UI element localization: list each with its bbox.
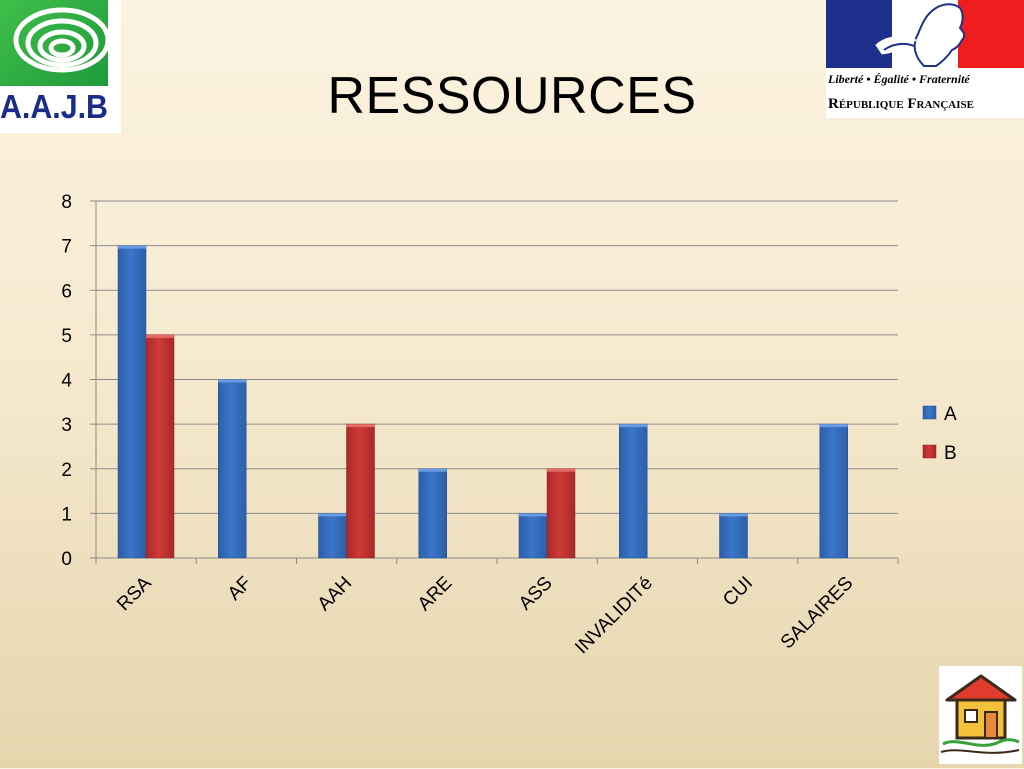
y-tick-label: 5 — [61, 326, 72, 347]
y-tick-label: 1 — [61, 504, 72, 525]
x-category-label: CUI — [719, 573, 757, 611]
x-category-label: SALAIRES — [777, 573, 858, 654]
bar-a-salaires — [819, 423, 848, 559]
y-tick-label: 4 — [61, 371, 72, 392]
house-icon — [940, 674, 1020, 754]
slide-title: RESSOURCES — [327, 67, 697, 125]
y-tick-label: 8 — [61, 192, 72, 213]
bar-a-aah — [318, 513, 347, 559]
x-category-label: RSA — [113, 572, 156, 615]
bar-a-are — [418, 468, 447, 559]
republic-motto: Liberté • Égalité • Fraternité — [828, 72, 970, 86]
bar-b-aah — [346, 423, 375, 559]
bar-top-highlight — [346, 424, 375, 428]
bar-top-highlight — [819, 424, 848, 428]
spiral-icon — [13, 7, 111, 73]
tricolor-flag — [826, 0, 1024, 68]
bar-b-ass — [546, 468, 576, 559]
bar-b-rsa — [145, 334, 175, 559]
bar-top-highlight — [118, 245, 146, 249]
x-category-label: AAH — [314, 573, 356, 615]
bar-top-highlight — [418, 468, 447, 472]
bar-top-highlight — [318, 513, 347, 517]
republique-francaise-logo: Liberté • Égalité • Fraternité Républiqu… — [826, 0, 1024, 118]
bar-top-highlight — [146, 334, 174, 338]
marianne-profile-icon — [875, 3, 966, 67]
republic-name: République Française — [828, 96, 974, 112]
bar-a-af — [218, 379, 247, 559]
y-tick-label: 3 — [61, 415, 72, 436]
bar-top-highlight — [218, 379, 247, 383]
bar-top-highlight — [619, 424, 648, 428]
legend-swatch-b — [922, 444, 937, 459]
x-category-label: ARE — [414, 573, 456, 615]
x-category-label: AF — [224, 573, 256, 605]
y-tick-label: 6 — [61, 281, 72, 302]
y-tick-label: 7 — [61, 237, 72, 258]
bar-a-rsa — [117, 245, 147, 559]
bar-top-highlight — [719, 513, 748, 517]
bar-top-highlight — [547, 468, 575, 472]
y-tick-label: 0 — [61, 549, 72, 570]
bar-a-invalidité — [619, 423, 648, 559]
legend-swatch-a — [922, 405, 937, 420]
legend-label-b: B — [944, 443, 957, 464]
legend-label-a: A — [944, 404, 957, 425]
bar-a-cui — [719, 513, 748, 559]
x-category-label: INVALIDITé — [571, 573, 657, 659]
aajb-logo-text: A.A.J.B — [0, 88, 108, 125]
x-category-label: ASS — [515, 573, 557, 615]
bar-top-highlight — [519, 513, 547, 517]
aajb-logo: A.A.J.B — [0, 0, 121, 133]
house-logo — [939, 666, 1022, 764]
bar-a-ass — [518, 513, 548, 559]
y-tick-label: 2 — [61, 460, 72, 481]
